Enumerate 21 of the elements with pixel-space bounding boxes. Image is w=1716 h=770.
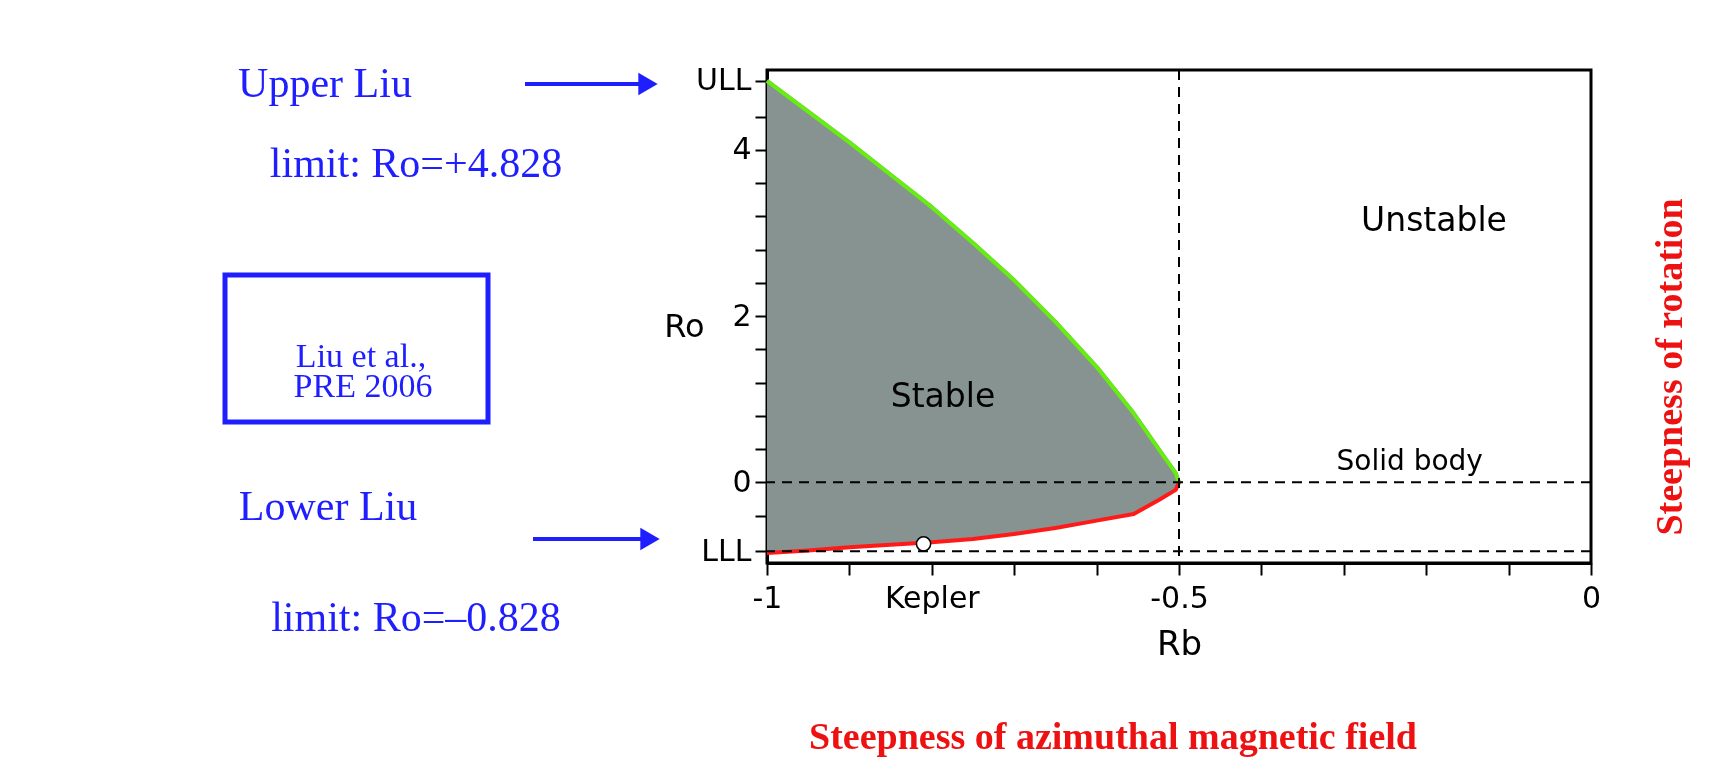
annotation: Unstable [1361, 200, 1507, 239]
x-tick-label: Kepler [884, 579, 981, 615]
text: Steepness of rotation [1648, 198, 1690, 536]
text: Upper Liu [238, 60, 412, 106]
x-tick-label: -1 [752, 579, 783, 615]
x-tick-label: -0.5 [1150, 579, 1209, 615]
text: limit: Ro=–0.828 [271, 594, 561, 640]
y-tick-label: ULL [696, 62, 752, 98]
x-tick-label: 0 [1581, 579, 1602, 615]
x-axis-title: Rb [1156, 622, 1203, 663]
text: limit: Ro=+4.828 [269, 140, 563, 186]
line-series [765, 480, 1181, 556]
annotation: Stable [890, 376, 996, 415]
y-tick-label: LLL [701, 532, 752, 568]
y-tick-label: 0 [732, 463, 752, 499]
y-tick-label: 4 [732, 131, 752, 167]
text: Steepness of azimuthal magnetic field [809, 715, 1417, 757]
ref-line-label: Solid body [1336, 444, 1483, 478]
text: Lower Liu [238, 483, 418, 529]
y-tick-label: 2 [732, 297, 752, 333]
y-axis-title: Ro [664, 306, 705, 345]
